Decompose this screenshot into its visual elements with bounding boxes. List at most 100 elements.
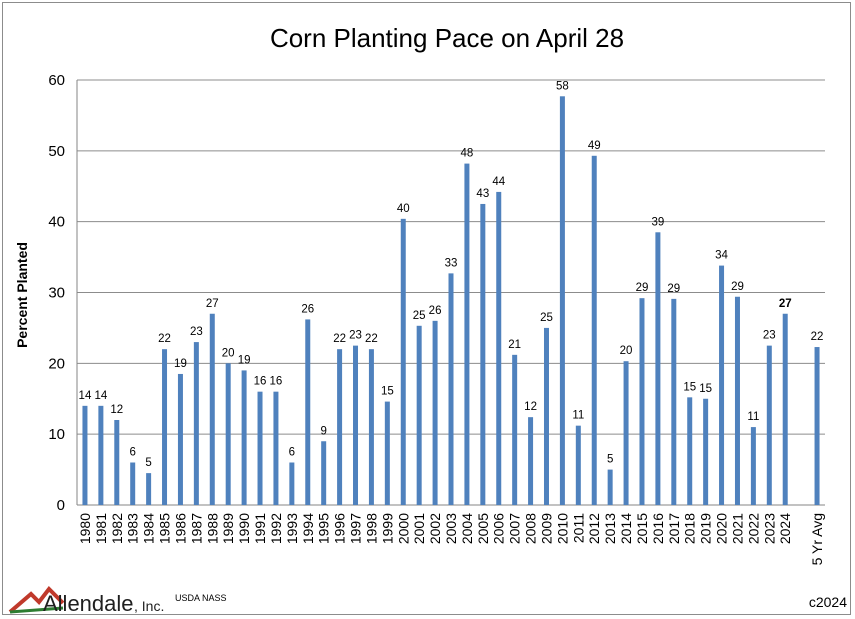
source-note: USDA NASS bbox=[175, 593, 227, 603]
x-tick-label: 1986 bbox=[172, 513, 188, 544]
data-label: 11 bbox=[572, 410, 584, 422]
x-tick-label: 1997 bbox=[348, 513, 364, 544]
data-label: 16 bbox=[254, 376, 267, 388]
x-tick-label: 2024 bbox=[777, 513, 793, 544]
data-label: 43 bbox=[476, 188, 489, 200]
bar bbox=[257, 391, 263, 505]
x-tick-label: 1981 bbox=[93, 513, 109, 544]
bar bbox=[289, 462, 295, 505]
data-label: 23 bbox=[190, 326, 203, 338]
x-tick-label: 2010 bbox=[554, 513, 570, 544]
bar bbox=[353, 345, 359, 505]
chart-svg: Corn Planting Pace on April 28 0 10 20 30 40… bbox=[8, 23, 847, 616]
data-label: 15 bbox=[683, 381, 696, 393]
x-tick-label: 1991 bbox=[252, 513, 268, 544]
x-tick-label: 2012 bbox=[586, 513, 602, 544]
x-tick-label: 2022 bbox=[745, 513, 761, 544]
data-label: 25 bbox=[413, 310, 426, 322]
bar bbox=[512, 354, 518, 505]
data-label: 11 bbox=[747, 411, 759, 423]
bar bbox=[321, 441, 327, 505]
x-tick-label: 2003 bbox=[443, 513, 459, 544]
data-label: 19 bbox=[238, 354, 251, 366]
data-label: 44 bbox=[492, 176, 505, 188]
bar bbox=[209, 313, 215, 505]
x-tick-label: 2007 bbox=[507, 513, 523, 544]
data-label: 14 bbox=[94, 390, 107, 402]
bar bbox=[639, 298, 645, 505]
x-tick-label: 1995 bbox=[316, 513, 332, 544]
logo-mountain-icon bbox=[8, 585, 65, 614]
data-label: 20 bbox=[222, 347, 235, 359]
logo-suffix: , Inc. bbox=[134, 598, 164, 614]
data-label: 15 bbox=[699, 383, 712, 395]
bar bbox=[130, 462, 136, 505]
x-tick-label: 2011 bbox=[570, 513, 586, 543]
data-label: 21 bbox=[508, 339, 521, 351]
bar bbox=[305, 319, 311, 505]
bar bbox=[766, 345, 772, 505]
bar bbox=[98, 405, 104, 505]
bar bbox=[464, 163, 470, 506]
data-label: 34 bbox=[715, 250, 728, 262]
data-label: 22 bbox=[158, 333, 171, 345]
x-tick-label: 1992 bbox=[268, 513, 284, 544]
y-tick-label: 10 bbox=[48, 426, 65, 443]
bar bbox=[814, 347, 820, 505]
bar bbox=[432, 320, 438, 505]
x-tick-label: 2001 bbox=[411, 513, 427, 544]
bar bbox=[750, 427, 756, 505]
data-label: 58 bbox=[556, 80, 569, 92]
data-label: 27 bbox=[206, 298, 219, 310]
data-label: 6 bbox=[129, 447, 135, 459]
data-label: 22 bbox=[333, 333, 346, 345]
bar bbox=[559, 96, 565, 506]
x-tick-label: 2021 bbox=[729, 513, 745, 544]
bar bbox=[225, 363, 231, 505]
data-label: 6 bbox=[289, 447, 295, 459]
x-tick-label: 5 Yr Avg bbox=[809, 513, 825, 565]
x-tick-label: 2000 bbox=[395, 513, 411, 544]
x-tick-label: 1983 bbox=[125, 513, 141, 544]
bar bbox=[368, 349, 374, 505]
x-tick-label: 1999 bbox=[379, 513, 395, 544]
data-label: 29 bbox=[667, 283, 680, 295]
bar bbox=[575, 425, 581, 505]
x-tick-labels: 1980 1981 1982 1983 1984 1985 1986 1987 1988 1989… bbox=[77, 513, 825, 566]
x-tick-label: 1989 bbox=[220, 513, 236, 544]
bar bbox=[687, 397, 693, 505]
data-label: 12 bbox=[524, 401, 537, 413]
data-label: 23 bbox=[763, 330, 776, 342]
allendale-logo: Allendale , Inc. bbox=[8, 585, 164, 616]
bar bbox=[734, 296, 740, 505]
data-label: 16 bbox=[270, 376, 283, 388]
x-tick-label: 1985 bbox=[157, 513, 173, 544]
bar bbox=[448, 273, 454, 505]
y-tick-label: 50 bbox=[48, 143, 65, 160]
data-label: 5 bbox=[607, 454, 613, 466]
y-tick-label: 40 bbox=[48, 214, 65, 231]
data-label: 27 bbox=[779, 298, 792, 310]
bar bbox=[591, 155, 597, 505]
x-tick-label: 2006 bbox=[491, 513, 507, 544]
bar bbox=[82, 405, 88, 505]
bar bbox=[671, 298, 677, 505]
data-label: 29 bbox=[636, 282, 649, 294]
data-label: 22 bbox=[811, 331, 824, 343]
data-label: 14 bbox=[79, 390, 92, 402]
data-label: 22 bbox=[365, 333, 378, 345]
x-tick-label: 1998 bbox=[363, 513, 379, 544]
bar bbox=[162, 349, 168, 505]
bar bbox=[607, 469, 613, 505]
data-label: 23 bbox=[349, 330, 362, 342]
x-tick-label: 2020 bbox=[714, 513, 730, 544]
bar bbox=[273, 391, 279, 505]
x-tick-label: 2013 bbox=[602, 513, 618, 544]
bar bbox=[623, 361, 629, 505]
data-label: 26 bbox=[429, 305, 442, 317]
data-label: 20 bbox=[620, 345, 633, 357]
bar bbox=[146, 473, 152, 505]
x-tick-label: 2009 bbox=[538, 513, 554, 544]
x-tick-label: 1990 bbox=[236, 513, 252, 544]
